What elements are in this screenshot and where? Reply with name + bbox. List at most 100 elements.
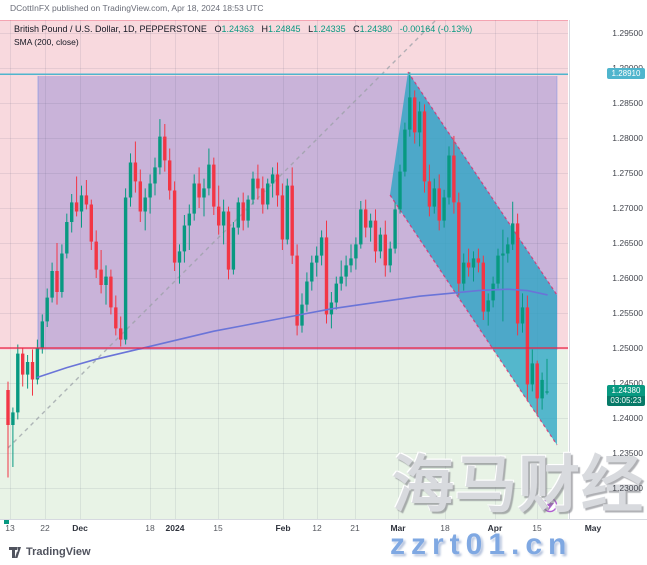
price-tick-label: 1.23000 xyxy=(612,483,643,493)
indicator-legend[interactable]: SMA (200, close) xyxy=(14,37,79,47)
candle-body xyxy=(40,321,44,348)
time-tick-label: 15 xyxy=(532,523,542,533)
close-value: 1.24380 xyxy=(359,24,393,34)
candle-body xyxy=(25,362,30,375)
candle-body xyxy=(158,136,162,168)
candle-body xyxy=(270,174,275,184)
time-tick-label: 18 xyxy=(145,523,155,533)
candle-body xyxy=(520,307,525,324)
candle-body xyxy=(231,227,236,270)
candle-body xyxy=(476,258,481,263)
symbol-title[interactable]: British Pound / U.S. Dollar, 1D, PEPPERS… xyxy=(14,24,207,34)
candle-body xyxy=(163,136,167,161)
price-tick-label: 1.27500 xyxy=(612,168,643,178)
tradingview-logo-icon xyxy=(9,547,21,558)
candle-body xyxy=(481,262,485,312)
time-tick-label: 22 xyxy=(40,523,50,533)
candle-body xyxy=(378,234,383,252)
low-value: 1.24335 xyxy=(313,24,346,34)
candle-body xyxy=(119,328,123,340)
candle-body xyxy=(6,390,10,425)
candle-body xyxy=(192,183,196,214)
candle-body xyxy=(368,220,373,228)
candle-body xyxy=(349,258,353,266)
channel-upper-line[interactable] xyxy=(407,71,558,296)
last-price-value: 1.24380 xyxy=(607,385,645,397)
candle-body xyxy=(432,188,436,207)
sma-200-line[interactable] xyxy=(36,288,548,379)
candle-body xyxy=(50,271,54,298)
candle-body xyxy=(462,262,466,284)
trendline[interactable] xyxy=(7,19,437,449)
time-tick-label: 15 xyxy=(213,523,223,533)
candle-body xyxy=(530,363,534,385)
candle-body xyxy=(65,222,69,254)
candle-body xyxy=(55,271,59,292)
candle-body xyxy=(35,348,40,380)
candle-body xyxy=(501,253,505,256)
green-region xyxy=(0,350,568,519)
candle-body xyxy=(334,283,338,303)
candle-body xyxy=(545,391,549,393)
hline-price-badge: 1.28910 xyxy=(607,68,645,80)
price-tick-label: 1.28500 xyxy=(612,98,643,108)
candle-body xyxy=(344,265,348,277)
candle-body xyxy=(256,178,260,189)
candle-body xyxy=(236,202,240,228)
candle-body xyxy=(437,188,441,221)
publish-info: DCottInFX published on TradingView.com, … xyxy=(10,3,264,13)
candle-body xyxy=(261,188,265,205)
candle-body xyxy=(515,223,520,324)
symbol-legend[interactable]: British Pound / U.S. Dollar, 1D, PEPPERS… xyxy=(14,24,472,34)
time-tick-label: 2024 xyxy=(165,523,185,533)
candle-body xyxy=(172,190,177,263)
candle-body xyxy=(525,307,530,385)
candle-body xyxy=(393,209,397,249)
time-tick-label: 21 xyxy=(350,523,360,533)
candle-body xyxy=(540,379,544,399)
candle-body xyxy=(417,111,422,133)
candle-body xyxy=(266,183,270,205)
tradingview-logo[interactable]: TradingView xyxy=(8,545,91,559)
channel-lower-line[interactable] xyxy=(389,194,558,446)
candle-body xyxy=(408,97,412,130)
tradingview-logo-text: TradingView xyxy=(26,546,91,558)
candle-body xyxy=(168,160,172,191)
price-tick-label: 1.28000 xyxy=(612,133,643,143)
candle-body xyxy=(182,225,187,252)
candle-body xyxy=(285,185,289,240)
candle-body xyxy=(359,209,363,245)
candle-body xyxy=(535,363,539,399)
candle-body xyxy=(143,197,147,212)
candle-body xyxy=(128,162,133,198)
candle-body xyxy=(177,251,182,263)
candle-body xyxy=(84,195,89,205)
candle-body xyxy=(153,167,157,184)
candle-body xyxy=(442,197,446,221)
candle-body xyxy=(21,353,25,375)
candle-body xyxy=(422,111,427,182)
close-label: C xyxy=(353,24,360,34)
candle-body xyxy=(290,185,294,256)
candle-body xyxy=(413,97,417,133)
candle-body xyxy=(94,241,98,270)
candle-body xyxy=(133,162,138,182)
high-label: H xyxy=(261,24,269,34)
candle-body xyxy=(427,181,432,207)
event-marker-icon[interactable] xyxy=(542,497,558,513)
hline-price-badge-text: 1.28910 xyxy=(607,68,645,80)
price-tick-label: 1.26500 xyxy=(612,238,643,248)
time-tick-label: 13 xyxy=(5,523,15,533)
candle-body xyxy=(496,255,500,284)
time-tick-label: Mar xyxy=(390,523,406,533)
candle-body xyxy=(364,209,368,228)
candle-body xyxy=(226,211,231,270)
candle-body xyxy=(506,244,510,254)
candle-body xyxy=(339,276,343,284)
candle-body xyxy=(319,237,324,256)
candle-body xyxy=(466,262,471,268)
candle-body xyxy=(207,164,211,189)
price-tick-label: 1.26000 xyxy=(612,273,643,283)
candle-body xyxy=(202,188,206,198)
